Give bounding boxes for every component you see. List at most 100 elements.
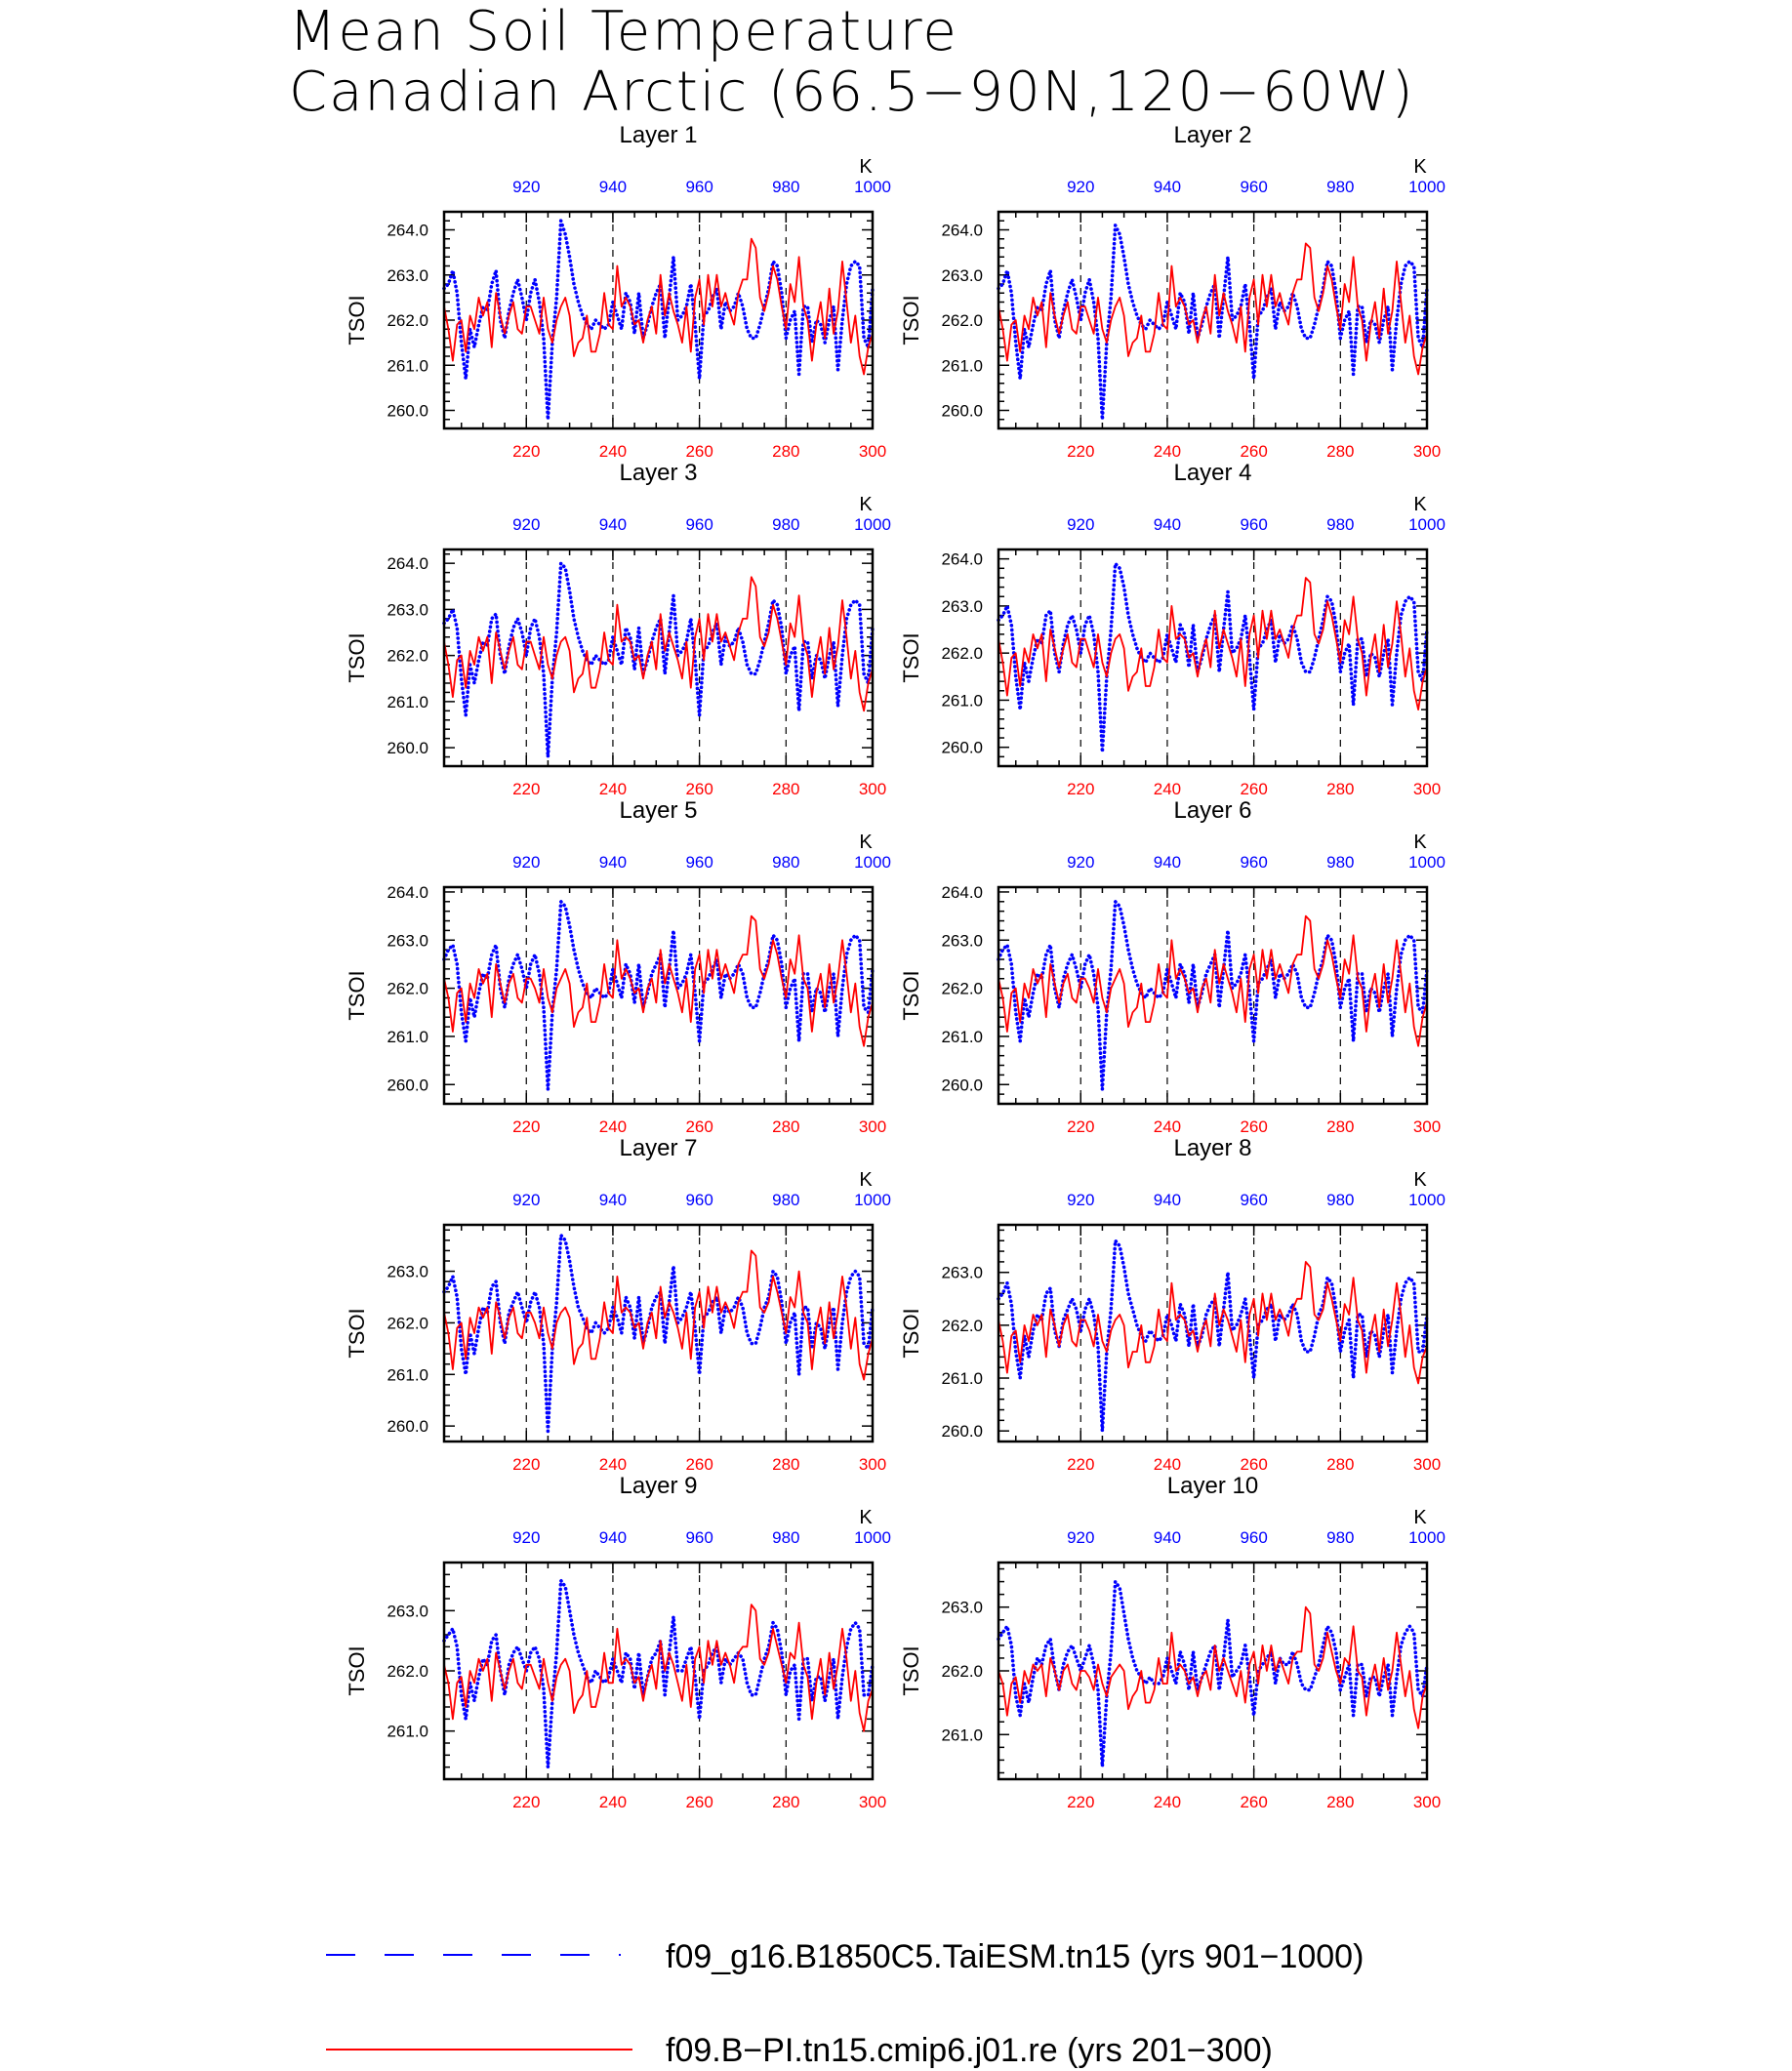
bottom-tick-label: 300 (1413, 780, 1441, 798)
top-tick-label: 980 (1326, 1528, 1354, 1547)
plot-frame (997, 885, 1429, 1106)
top-tick-label: 980 (1326, 178, 1354, 196)
plot-frame (997, 548, 1429, 768)
top-tick-label: 980 (772, 1191, 799, 1209)
top-axis-unit: K (1413, 832, 1427, 853)
y-tick-label: 263.0 (941, 931, 983, 950)
y-tick-label: 263.0 (941, 266, 983, 285)
y-tick-label: 260.0 (387, 402, 428, 421)
top-axis-unit: K (1413, 1507, 1427, 1528)
panel-title: Layer 6 (1173, 797, 1251, 824)
y-tick-label: 264.0 (941, 222, 983, 240)
bottom-tick-label: 280 (772, 780, 799, 798)
y-tick-label: 260.0 (941, 402, 983, 421)
bottom-tick-label: 220 (1067, 1455, 1094, 1474)
series-line-red (443, 576, 874, 712)
series-line-red (998, 242, 1428, 376)
plot-frame (442, 885, 875, 1106)
plot-frame (442, 548, 875, 768)
series-line-red (443, 1249, 874, 1381)
top-axis-unit: K (859, 832, 873, 853)
y-axis-label: TSOI (899, 1308, 923, 1358)
bottom-tick-label: 220 (512, 442, 540, 461)
panel-title: Layer 10 (1167, 1473, 1258, 1499)
top-tick-label: 920 (512, 515, 540, 534)
top-tick-label: 980 (772, 515, 799, 534)
panel-title: Layer 3 (619, 460, 697, 486)
bottom-tick-label: 220 (1067, 442, 1094, 461)
y-tick-label: 264.0 (387, 883, 428, 902)
top-axis-unit: K (1413, 494, 1427, 515)
series-line-blue (997, 1579, 1429, 1768)
top-tick-label: 940 (1154, 178, 1181, 196)
y-tick-label: 261.0 (387, 1365, 428, 1384)
y-tick-label: 264.0 (387, 554, 428, 573)
series-line-red (998, 1605, 1428, 1729)
series-line-blue (442, 1233, 875, 1434)
bottom-tick-label: 280 (1326, 1455, 1354, 1474)
bottom-tick-label: 280 (1326, 442, 1354, 461)
top-tick-label: 1000 (1408, 178, 1446, 196)
bottom-tick-label: 280 (772, 1117, 799, 1136)
y-tick-label: 261.0 (941, 1726, 983, 1744)
y-axis-label: TSOI (345, 1308, 369, 1358)
top-tick-label: 980 (772, 853, 799, 872)
bottom-tick-label: 300 (859, 1793, 886, 1811)
top-tick-label: 960 (1240, 178, 1267, 196)
top-tick-label: 940 (1154, 1528, 1181, 1547)
plot-frame (997, 1223, 1429, 1443)
y-tick-label: 262.0 (941, 311, 983, 330)
bottom-tick-label: 220 (512, 780, 540, 798)
y-tick-label: 262.0 (387, 980, 428, 998)
bottom-tick-label: 300 (859, 780, 886, 798)
bottom-tick-label: 240 (1154, 780, 1181, 798)
panel-title: Layer 1 (619, 122, 697, 148)
y-tick-label: 260.0 (941, 1422, 983, 1441)
top-tick-label: 980 (1326, 853, 1354, 872)
y-tick-label: 263.0 (941, 597, 983, 616)
bottom-tick-label: 260 (685, 1117, 713, 1136)
bottom-tick-label: 260 (1240, 780, 1267, 798)
y-tick-label: 262.0 (387, 1314, 428, 1332)
y-tick-label: 262.0 (941, 980, 983, 998)
top-axis-unit: K (859, 156, 873, 178)
top-tick-label: 960 (1240, 515, 1267, 534)
y-axis-label: TSOI (899, 1645, 923, 1695)
y-tick-label: 261.0 (941, 691, 983, 710)
panel-title: Layer 8 (1173, 1135, 1251, 1161)
figure-title-line-1: Mean Soil Temperature (289, 0, 958, 63)
series-line-blue (997, 223, 1429, 422)
y-axis-label: TSOI (345, 632, 369, 682)
bottom-tick-label: 300 (1413, 1117, 1441, 1136)
top-tick-label: 940 (599, 515, 627, 534)
top-tick-label: 980 (1326, 515, 1354, 534)
bottom-tick-label: 260 (1240, 1455, 1267, 1474)
plot-frame (442, 1561, 875, 1781)
panel-title: Layer 5 (619, 797, 697, 824)
bottom-tick-label: 280 (1326, 1117, 1354, 1136)
bottom-tick-label: 280 (1326, 1793, 1354, 1811)
y-tick-label: 260.0 (387, 1417, 428, 1436)
y-tick-label: 261.0 (387, 693, 428, 711)
top-tick-label: 940 (599, 178, 627, 196)
bottom-tick-label: 240 (599, 1117, 627, 1136)
bottom-tick-label: 240 (1154, 1455, 1181, 1474)
bottom-tick-label: 300 (859, 442, 886, 461)
panel-title: Layer 4 (1173, 460, 1251, 486)
y-tick-label: 261.0 (941, 1369, 983, 1388)
plot-frame (442, 1223, 875, 1443)
top-axis-unit: K (859, 1169, 873, 1191)
bottom-tick-label: 260 (685, 1455, 713, 1474)
y-tick-label: 264.0 (941, 883, 983, 902)
y-tick-label: 261.0 (941, 356, 983, 375)
series-line-blue (442, 1578, 875, 1769)
panel-title: Layer 2 (1173, 122, 1251, 148)
y-tick-label: 260.0 (941, 1076, 983, 1094)
y-tick-label: 262.0 (941, 1317, 983, 1335)
top-tick-label: 960 (1240, 853, 1267, 872)
top-tick-label: 920 (512, 1191, 540, 1209)
